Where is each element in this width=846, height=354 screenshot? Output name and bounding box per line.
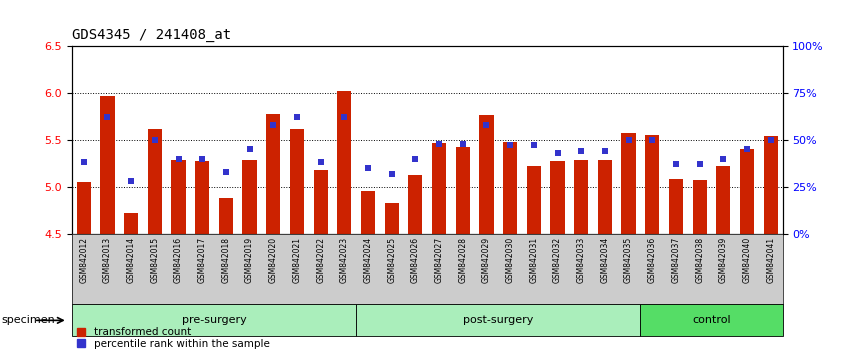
Point [622, 137, 635, 143]
Text: specimen: specimen [2, 315, 56, 325]
Text: GSM842012: GSM842012 [80, 237, 88, 283]
Point [290, 114, 304, 120]
Point [693, 161, 706, 167]
Text: GSM842021: GSM842021 [293, 237, 301, 283]
Point [361, 165, 375, 171]
Bar [219, 198, 233, 234]
Point [148, 137, 162, 143]
Bar [480, 115, 493, 234]
Point [409, 156, 422, 161]
Text: control: control [692, 315, 731, 325]
Point [503, 143, 517, 148]
Text: GSM842034: GSM842034 [601, 237, 609, 284]
Bar [503, 142, 517, 234]
Point [456, 141, 470, 147]
Bar [385, 203, 398, 234]
Point [266, 122, 280, 128]
Bar [432, 143, 446, 234]
Text: GSM842020: GSM842020 [269, 237, 277, 283]
Text: GSM842022: GSM842022 [316, 237, 325, 283]
Bar [551, 161, 564, 234]
Point [764, 137, 777, 143]
Bar [717, 166, 730, 234]
Point [101, 114, 114, 120]
Text: GSM842035: GSM842035 [624, 237, 633, 284]
Point [338, 114, 351, 120]
Point [124, 178, 138, 184]
Point [598, 148, 612, 154]
Text: GSM842018: GSM842018 [222, 237, 230, 283]
Bar [124, 213, 138, 234]
Point [195, 156, 209, 161]
Text: GSM842029: GSM842029 [482, 237, 491, 283]
Bar [527, 166, 541, 234]
Text: GSM842037: GSM842037 [672, 237, 680, 284]
Bar [764, 136, 777, 234]
Point [740, 147, 754, 152]
Bar [645, 135, 659, 234]
Text: pre-surgery: pre-surgery [182, 315, 246, 325]
Point [551, 150, 564, 156]
Point [574, 148, 588, 154]
Point [645, 137, 659, 143]
Point [717, 156, 730, 161]
Point [480, 122, 493, 128]
Bar [456, 147, 470, 234]
Bar [290, 129, 304, 234]
Bar [338, 91, 351, 234]
Text: GSM842036: GSM842036 [648, 237, 656, 284]
Text: GSM842028: GSM842028 [459, 237, 467, 283]
Text: GSM842015: GSM842015 [151, 237, 159, 283]
Text: GSM842019: GSM842019 [245, 237, 254, 283]
Point [172, 156, 185, 161]
Bar [314, 170, 327, 234]
Text: GSM842033: GSM842033 [577, 237, 585, 284]
Bar [243, 160, 256, 234]
Text: GSM842014: GSM842014 [127, 237, 135, 283]
Bar [148, 129, 162, 234]
Point [527, 143, 541, 148]
Text: GSM842024: GSM842024 [364, 237, 372, 283]
Bar [574, 160, 588, 234]
Text: GSM842041: GSM842041 [766, 237, 775, 283]
Text: GSM842032: GSM842032 [553, 237, 562, 283]
Text: GSM842027: GSM842027 [435, 237, 443, 283]
Point [243, 147, 256, 152]
Bar [622, 133, 635, 234]
FancyBboxPatch shape [356, 304, 640, 336]
FancyBboxPatch shape [640, 304, 783, 336]
Text: GSM842023: GSM842023 [340, 237, 349, 283]
Bar [598, 160, 612, 234]
Bar [740, 149, 754, 234]
Point [432, 141, 446, 147]
Text: GSM842038: GSM842038 [695, 237, 704, 283]
Point [219, 169, 233, 175]
Point [314, 160, 327, 165]
Text: GSM842025: GSM842025 [387, 237, 396, 283]
Bar [361, 192, 375, 234]
Text: GSM842030: GSM842030 [506, 237, 514, 284]
Text: GSM842016: GSM842016 [174, 237, 183, 283]
Bar [172, 160, 185, 234]
Bar [195, 161, 209, 234]
Text: GSM842039: GSM842039 [719, 237, 728, 284]
Legend: transformed count, percentile rank within the sample: transformed count, percentile rank withi… [77, 327, 270, 349]
Point [77, 160, 91, 165]
Bar [669, 179, 683, 234]
Text: GSM842013: GSM842013 [103, 237, 112, 283]
Bar [266, 114, 280, 234]
Text: GSM842026: GSM842026 [411, 237, 420, 283]
Text: GSM842031: GSM842031 [530, 237, 538, 283]
Bar [693, 180, 706, 234]
Bar [101, 96, 114, 234]
Text: GDS4345 / 241408_at: GDS4345 / 241408_at [72, 28, 231, 42]
FancyBboxPatch shape [72, 304, 356, 336]
Bar [409, 176, 422, 234]
Bar [77, 182, 91, 234]
Point [385, 171, 398, 176]
Point [669, 161, 683, 167]
Text: GSM842040: GSM842040 [743, 237, 751, 284]
Text: post-surgery: post-surgery [463, 315, 534, 325]
Text: GSM842017: GSM842017 [198, 237, 206, 283]
